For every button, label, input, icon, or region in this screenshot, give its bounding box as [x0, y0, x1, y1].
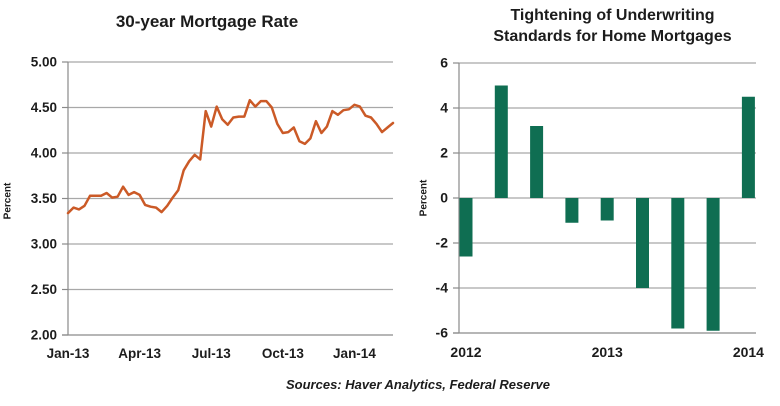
x-tick-label: Jan-13 — [47, 346, 90, 361]
right-chart-title-line-2: Standards for Home Mortgages — [493, 28, 732, 45]
y-tick-label: 2 — [440, 145, 448, 161]
x-tick-label: 2013 — [592, 344, 623, 360]
x-tick-label: Jul-13 — [192, 346, 232, 361]
x-tick-label: Apr-13 — [118, 346, 161, 361]
right-chart-title: Tightening of Underwriting Standards for… — [455, 5, 770, 47]
y-tick-label: -6 — [436, 325, 449, 341]
y-tick-label: -4 — [436, 280, 449, 296]
bar — [741, 96, 755, 198]
bar — [565, 198, 579, 223]
y-tick-label: 0 — [440, 190, 448, 206]
y-tick-label: 4.00 — [31, 146, 57, 161]
y-tick-label: 3.00 — [31, 237, 57, 252]
bar — [706, 198, 720, 331]
y-tick-label: 4 — [440, 100, 448, 116]
y-tick-label: 3.50 — [31, 191, 57, 206]
bar — [494, 85, 508, 198]
right-chart-title-line-1: Tightening of Underwriting — [510, 7, 715, 24]
x-tick-label: 2012 — [450, 344, 481, 360]
bar — [636, 198, 649, 288]
y-tick-label: 6 — [440, 55, 448, 71]
x-tick-label: 2014 — [733, 344, 764, 360]
x-tick-label: Jan-14 — [333, 346, 376, 361]
mortgage-rate-line — [66, 98, 395, 215]
x-tick-label: Oct-13 — [262, 346, 305, 361]
left-chart-title: 30-year Mortgage Rate — [115, 12, 299, 31]
source-note: Sources: Haver Analytics, Federal Reserv… — [286, 377, 550, 392]
y-tick-label: 4.50 — [31, 100, 57, 115]
bar — [671, 198, 685, 329]
bar — [600, 198, 614, 221]
bar — [530, 126, 544, 198]
y-tick-label: -2 — [436, 235, 449, 251]
bar — [459, 198, 473, 257]
y-tick-label: 5.00 — [31, 55, 57, 70]
y-tick-label: 2.50 — [31, 282, 57, 297]
y-tick-label: 2.00 — [31, 328, 57, 343]
